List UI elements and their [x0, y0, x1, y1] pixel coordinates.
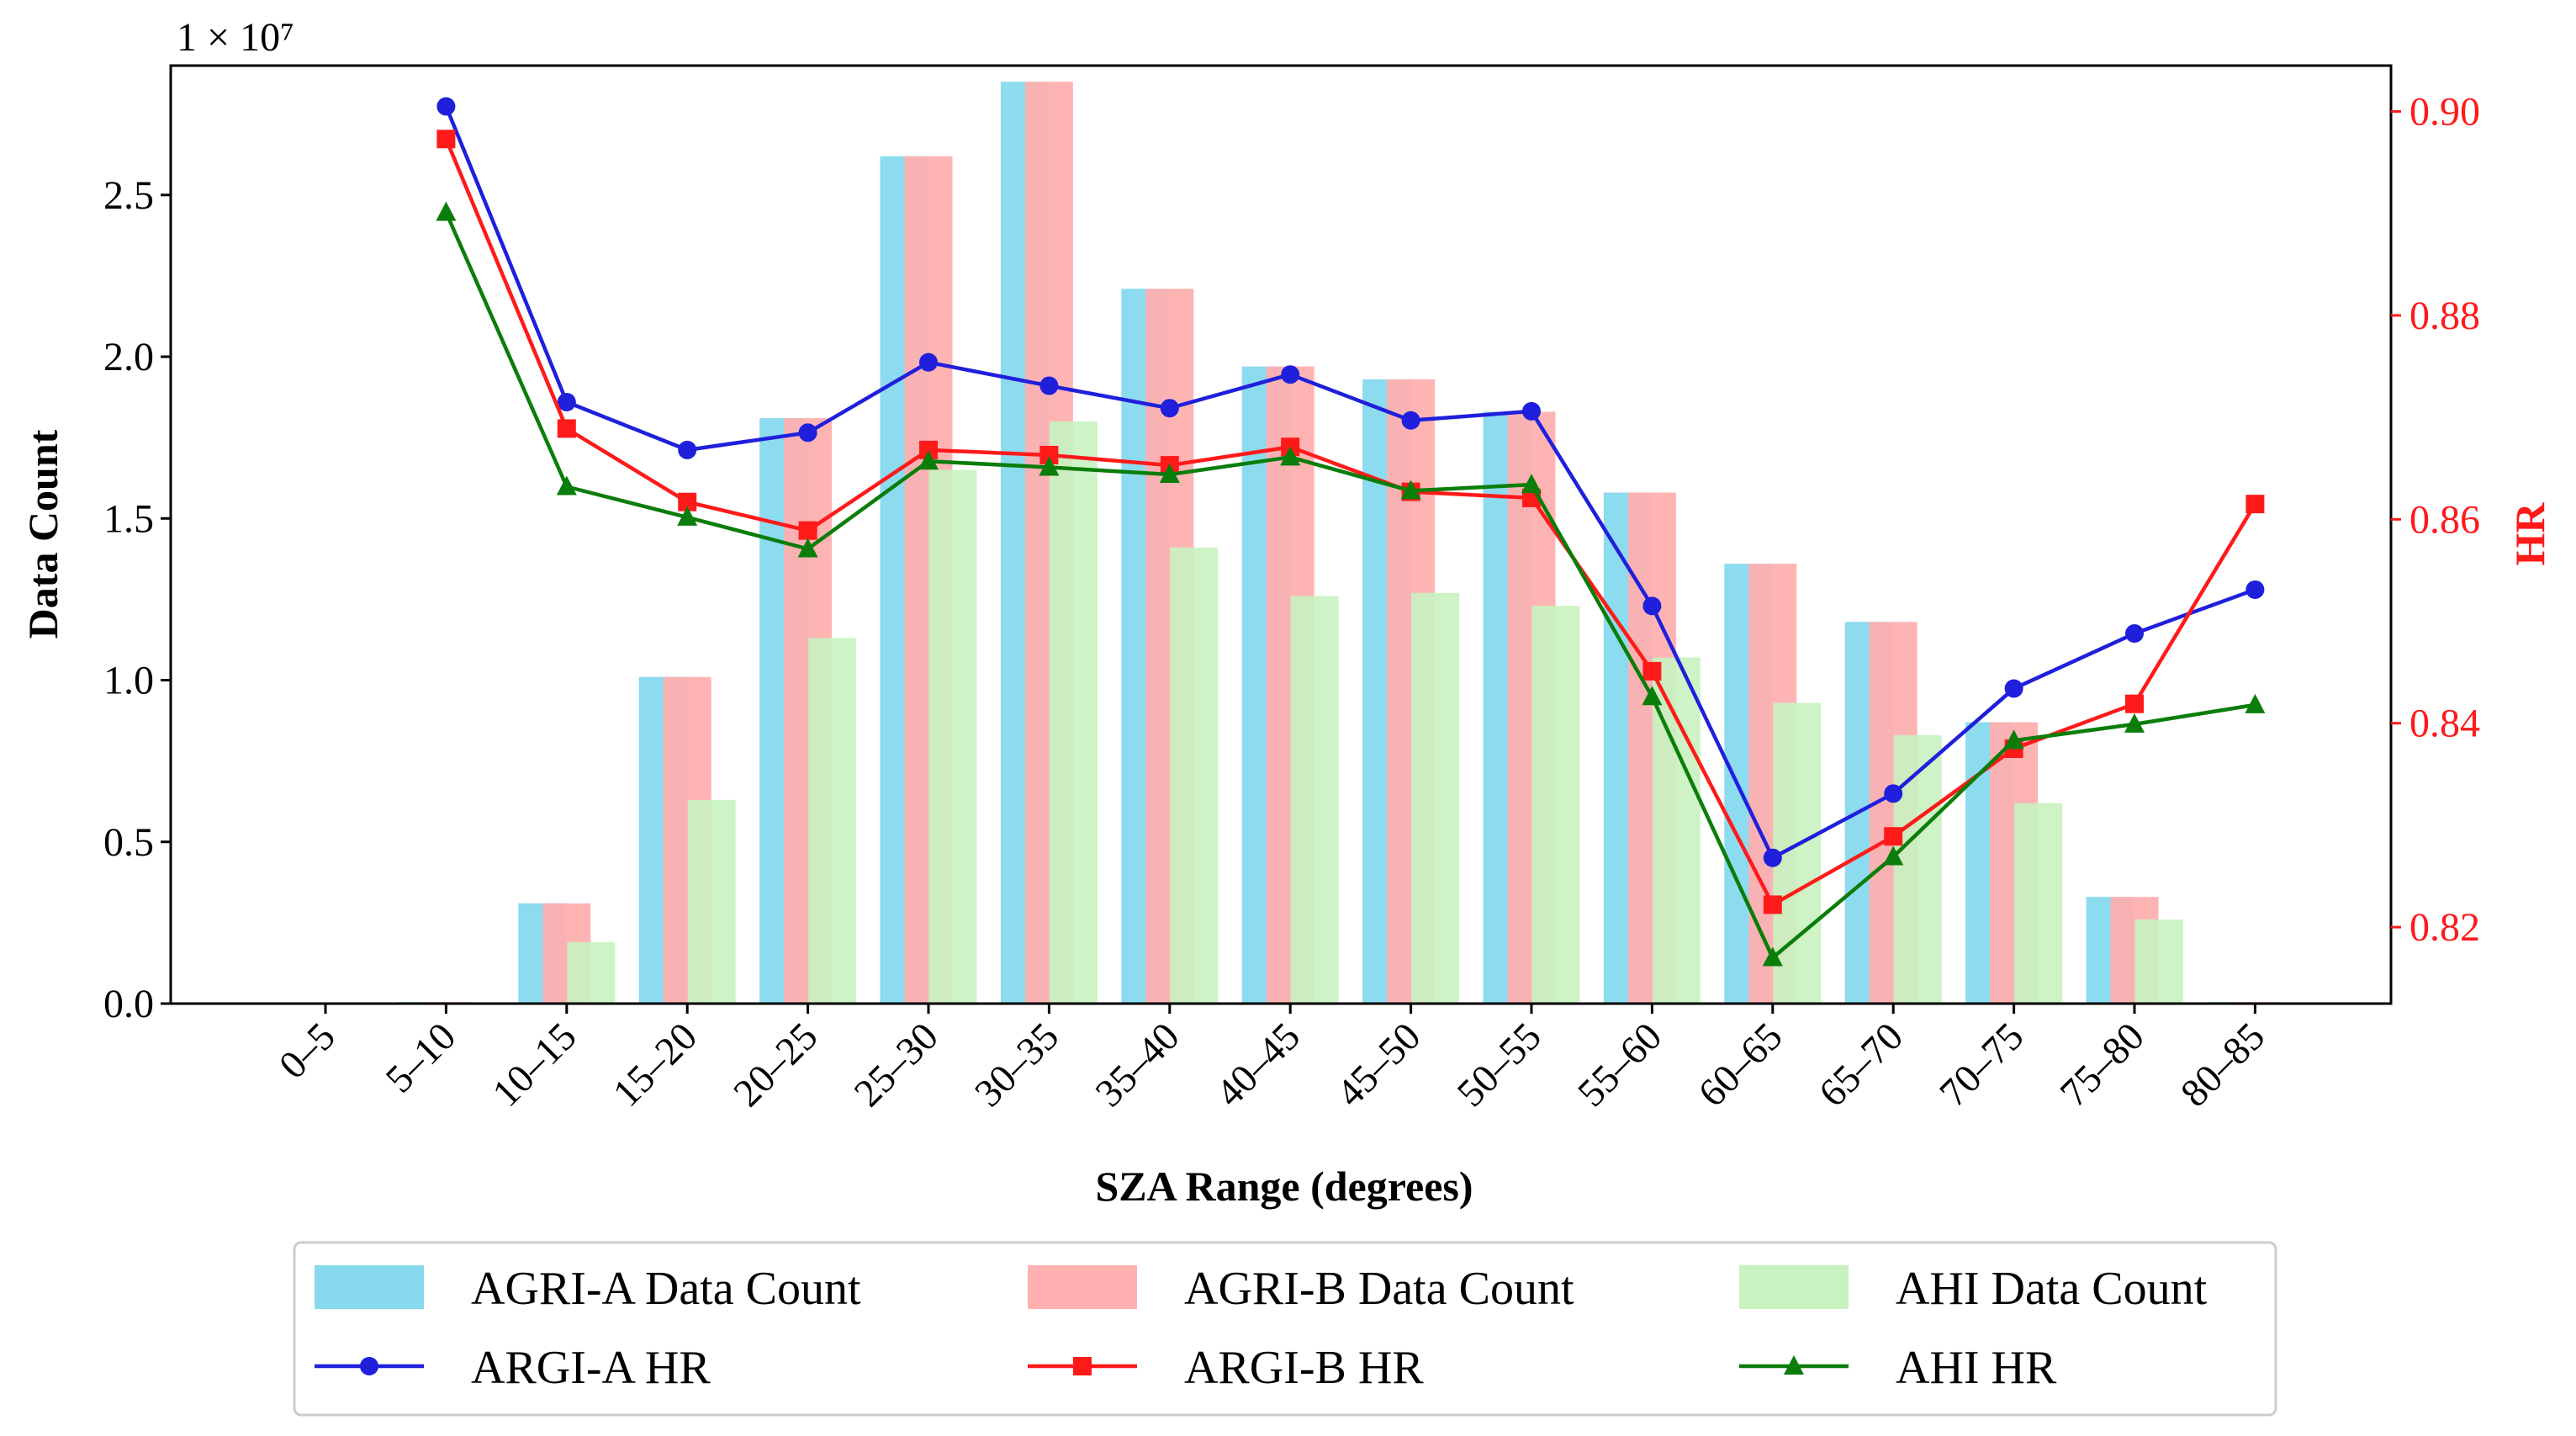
point-argi-b-hr	[1642, 661, 1662, 681]
bar-ahi-data-count	[1531, 606, 1580, 1004]
point-argi-a-hr	[1281, 365, 1300, 384]
y-right-tick-label: 0.86	[2409, 497, 2480, 542]
y-tick-label: 1.5	[103, 496, 154, 541]
legend-label: AHI Data Count	[1896, 1263, 2208, 1315]
point-argi-a-hr	[2245, 580, 2265, 599]
point-argi-b-hr	[919, 440, 938, 459]
y-tick-label: 1.0	[103, 659, 154, 703]
point-argi-a-hr	[1763, 848, 1782, 867]
point-argi-b-hr	[678, 492, 697, 511]
point-argi-a-hr	[1884, 784, 1903, 803]
bar-ahi-data-count	[567, 941, 616, 1004]
point-ahi-hr	[2245, 693, 2266, 713]
point-ahi-hr	[918, 450, 939, 470]
point-argi-b-hr	[1884, 827, 1903, 846]
legend-swatch-ahi-data-count	[1739, 1265, 1849, 1309]
point-ahi-hr	[1280, 446, 1301, 466]
y-tick-label: 2.0	[103, 335, 154, 379]
point-argi-a-hr	[1160, 399, 1179, 418]
legend-swatch-agri-a-data-count	[315, 1265, 424, 1309]
point-argi-a-hr	[919, 352, 938, 372]
point-argi-a-hr	[1642, 596, 1662, 616]
point-argi-a-hr	[557, 392, 576, 411]
line-ahi-hr	[444, 211, 2256, 960]
point-argi-a-hr	[1401, 411, 1420, 430]
point-argi-a-hr	[798, 423, 817, 442]
point-ahi-hr	[2124, 713, 2145, 733]
point-argi-b-hr	[1039, 445, 1059, 464]
point-argi-b-hr	[2125, 694, 2144, 713]
line-argi-b-hr	[444, 138, 2257, 907]
point-argi-b-hr	[557, 419, 576, 438]
point-ahi-hr	[797, 538, 818, 558]
x-axis-title: SZA Range (degrees)	[1095, 1163, 1473, 1210]
y-tick-label: 0.5	[103, 820, 154, 865]
point-argi-a-hr	[1039, 376, 1059, 395]
point-ahi-hr	[1521, 474, 1542, 494]
point-argi-a-hr	[2004, 679, 2023, 698]
point-argi-b-hr	[798, 521, 817, 540]
point-argi-a-hr	[436, 97, 456, 116]
y-right-tick-label: 0.90	[2409, 90, 2480, 135]
point-ahi-hr	[556, 475, 577, 495]
point-ahi-hr	[436, 201, 457, 221]
point-argi-a-hr	[2125, 624, 2144, 644]
y-scale-label: 1 × 10⁷	[177, 15, 294, 60]
point-ahi-hr	[1400, 480, 1421, 500]
point-ahi-hr	[1642, 686, 1663, 706]
bar-ahi-data-count	[1170, 547, 1219, 1004]
bar-ahi-data-count	[687, 799, 736, 1004]
legend-marker-argi-b-hr	[1073, 1357, 1092, 1375]
point-argi-a-hr	[678, 440, 697, 459]
bar-ahi-data-count	[1049, 421, 1098, 1004]
y-right-tick-label: 0.82	[2409, 905, 2480, 950]
line-argi-a-hr	[444, 105, 2256, 860]
bar-ahi-data-count	[808, 638, 857, 1004]
y-tick-label: 0.0	[103, 982, 154, 1026]
legend-marker-argi-a-hr	[360, 1357, 378, 1375]
legend-marker-ahi-hr	[1784, 1355, 1804, 1375]
legend-label: AHI HR	[1896, 1342, 2057, 1394]
legend-swatch-agri-b-data-count	[1028, 1265, 1137, 1309]
y-axis-title: Data Count	[19, 429, 66, 639]
lines-layer	[436, 97, 2266, 967]
legend-label: ARGI-B HR	[1184, 1342, 1424, 1394]
bar-ahi-data-count	[2134, 919, 2183, 1004]
point-ahi-hr	[1762, 946, 1783, 967]
legend-label: ARGI-A HR	[471, 1342, 711, 1394]
bar-ahi-data-count	[1290, 596, 1339, 1004]
point-argi-b-hr	[436, 130, 456, 149]
point-ahi-hr	[1883, 845, 1904, 866]
point-argi-b-hr	[1763, 895, 1782, 914]
plot-frame	[169, 64, 2393, 1005]
y-right-axis-title: HR	[2506, 502, 2553, 566]
bar-ahi-data-count	[1893, 734, 1942, 1004]
y-tick-label: 2.5	[103, 173, 154, 218]
bar-ahi-data-count	[2014, 803, 2063, 1004]
point-ahi-hr	[2003, 729, 2024, 750]
point-ahi-hr	[1039, 456, 1060, 476]
bar-ahi-data-count	[1411, 592, 1460, 1004]
point-ahi-hr	[1159, 463, 1180, 483]
point-argi-a-hr	[1522, 401, 1541, 421]
legend: AGRI-A Data Count AGRI-B Data Count AHI Da…	[293, 1241, 2277, 1417]
y-right-tick-label: 0.84	[2409, 702, 2480, 746]
legend-label: AGRI-A Data Count	[471, 1263, 861, 1315]
bar-ahi-data-count	[928, 469, 977, 1004]
y-right-tick-label: 0.88	[2409, 294, 2480, 338]
point-ahi-hr	[677, 506, 698, 526]
point-argi-b-hr	[2245, 495, 2265, 514]
legend-label: AGRI-B Data Count	[1184, 1263, 1574, 1315]
